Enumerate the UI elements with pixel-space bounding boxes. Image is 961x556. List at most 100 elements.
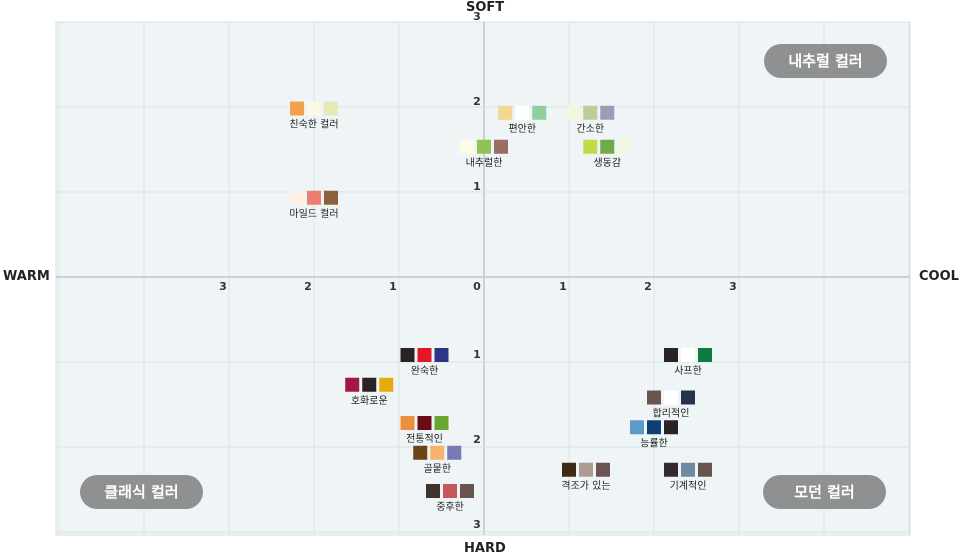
color-swatch: [498, 105, 513, 120]
color-swatch: [596, 462, 610, 477]
color-swatch: [664, 420, 678, 435]
axis-label-warm: WARM: [3, 269, 50, 284]
color-swatch: [532, 105, 547, 120]
axis-label-cool: COOL: [919, 269, 959, 284]
color-swatch: [413, 445, 428, 460]
x-tick-label: 2: [644, 280, 652, 293]
point-label: 전통적인: [406, 433, 443, 445]
point-label: 친숙한 컬러: [289, 118, 338, 131]
color-swatch: [430, 445, 445, 460]
swatch-group: 사프한: [664, 348, 712, 377]
color-swatch: [579, 462, 593, 477]
y-tick-label: 2: [473, 433, 481, 446]
point-label: 기계적인: [670, 480, 707, 492]
color-swatch: [447, 445, 462, 460]
swatch-group: 격조가 있는: [561, 462, 611, 492]
point-label: 내추럴한: [466, 156, 503, 169]
swatch-group: 친숙한 컬러: [289, 101, 339, 131]
color-swatch: [426, 484, 440, 498]
color-swatch: [417, 348, 432, 362]
quadrant-label-classic: 클래식 컬러: [80, 475, 203, 509]
color-swatch: [647, 390, 661, 405]
point-label: 마일드 컬러: [289, 207, 338, 220]
color-swatch: [647, 420, 661, 435]
color-swatch: [324, 101, 338, 116]
swatch-group: 골뭍한: [413, 445, 462, 475]
color-swatch: [417, 416, 432, 430]
color-swatch: [460, 139, 474, 154]
y-tick-label: 3: [473, 10, 481, 23]
color-swatch: [307, 101, 321, 116]
color-swatch: [566, 105, 581, 120]
grid-lines: [56, 22, 910, 535]
color-swatch: [617, 139, 632, 154]
x-tick-label: 3: [219, 280, 227, 293]
point-label: 사프한: [674, 365, 702, 377]
swatch-group: 호화로운: [345, 377, 394, 407]
point-label: 편안한: [508, 123, 536, 135]
swatch-group: 완숙한: [400, 348, 449, 377]
color-swatch: [434, 416, 449, 430]
y-tick-label: 1: [473, 348, 481, 361]
color-swatch: [562, 462, 576, 477]
swatch-group: 내추럴한: [460, 139, 508, 169]
quadrant-label-natural: 내추럴 컬러: [764, 44, 887, 78]
swatch-group: 기계적인: [664, 462, 712, 492]
point-label: 간소한: [576, 123, 604, 135]
color-swatch: [681, 462, 695, 477]
color-swatch: [600, 105, 615, 120]
color-swatch: [460, 484, 474, 498]
color-swatch: [681, 390, 695, 405]
point-label: 능률한: [640, 437, 668, 449]
color-swatch: [443, 484, 457, 498]
point-label: 생동감: [593, 157, 621, 169]
color-swatch: [515, 105, 530, 120]
color-swatch: [345, 377, 360, 392]
color-swatch: [290, 101, 304, 116]
color-swatch: [664, 390, 678, 405]
point-label: 완숙한: [411, 365, 439, 377]
color-swatch: [379, 377, 394, 392]
point-label: 중후한: [436, 501, 464, 513]
color-swatch: [681, 348, 695, 362]
point-label: 호화로운: [351, 395, 388, 407]
color-swatch: [307, 190, 321, 205]
swatch-group: 합리적인: [647, 390, 695, 420]
point-label: 합리적인: [653, 408, 690, 420]
color-swatch: [583, 105, 598, 120]
color-swatch: [583, 139, 598, 154]
color-swatch: [290, 190, 304, 205]
swatch-group: 생동감: [583, 139, 632, 169]
x-tick-label: 2: [304, 280, 312, 293]
y-tick-label: 1: [473, 180, 481, 193]
color-swatch: [664, 462, 678, 477]
swatch-group: 마일드 컬러: [289, 190, 339, 220]
color-swatch: [434, 348, 449, 362]
swatch-group: 능률한: [630, 420, 678, 449]
y-tick-label: 2: [473, 95, 481, 108]
color-swatch: [477, 139, 491, 154]
color-swatch: [362, 377, 377, 392]
quadrant-label-modern: 모던 컬러: [763, 475, 886, 509]
x-tick-label: 1: [559, 280, 567, 293]
axis-label-soft: SOFT: [466, 0, 505, 15]
swatch-group: 전통적인: [400, 416, 449, 445]
color-swatch: [600, 139, 615, 154]
color-swatch: [324, 190, 338, 205]
point-label: 격조가 있는: [561, 479, 610, 492]
x-tick-label: 3: [729, 280, 737, 293]
color-swatch: [630, 420, 644, 435]
axis-label-hard: HARD: [464, 541, 506, 556]
x-tick-label: 1: [389, 280, 397, 293]
color-swatch: [698, 348, 712, 362]
origin-label: 0: [473, 280, 481, 293]
point-label: 골뭍한: [423, 463, 451, 475]
color-swatch: [400, 416, 415, 430]
swatch-group: 중후한: [426, 484, 474, 513]
color-swatch: [494, 139, 508, 154]
swatch-group: 편안한: [498, 105, 547, 135]
y-tick-label: 3: [473, 518, 481, 531]
color-swatch: [400, 348, 415, 362]
